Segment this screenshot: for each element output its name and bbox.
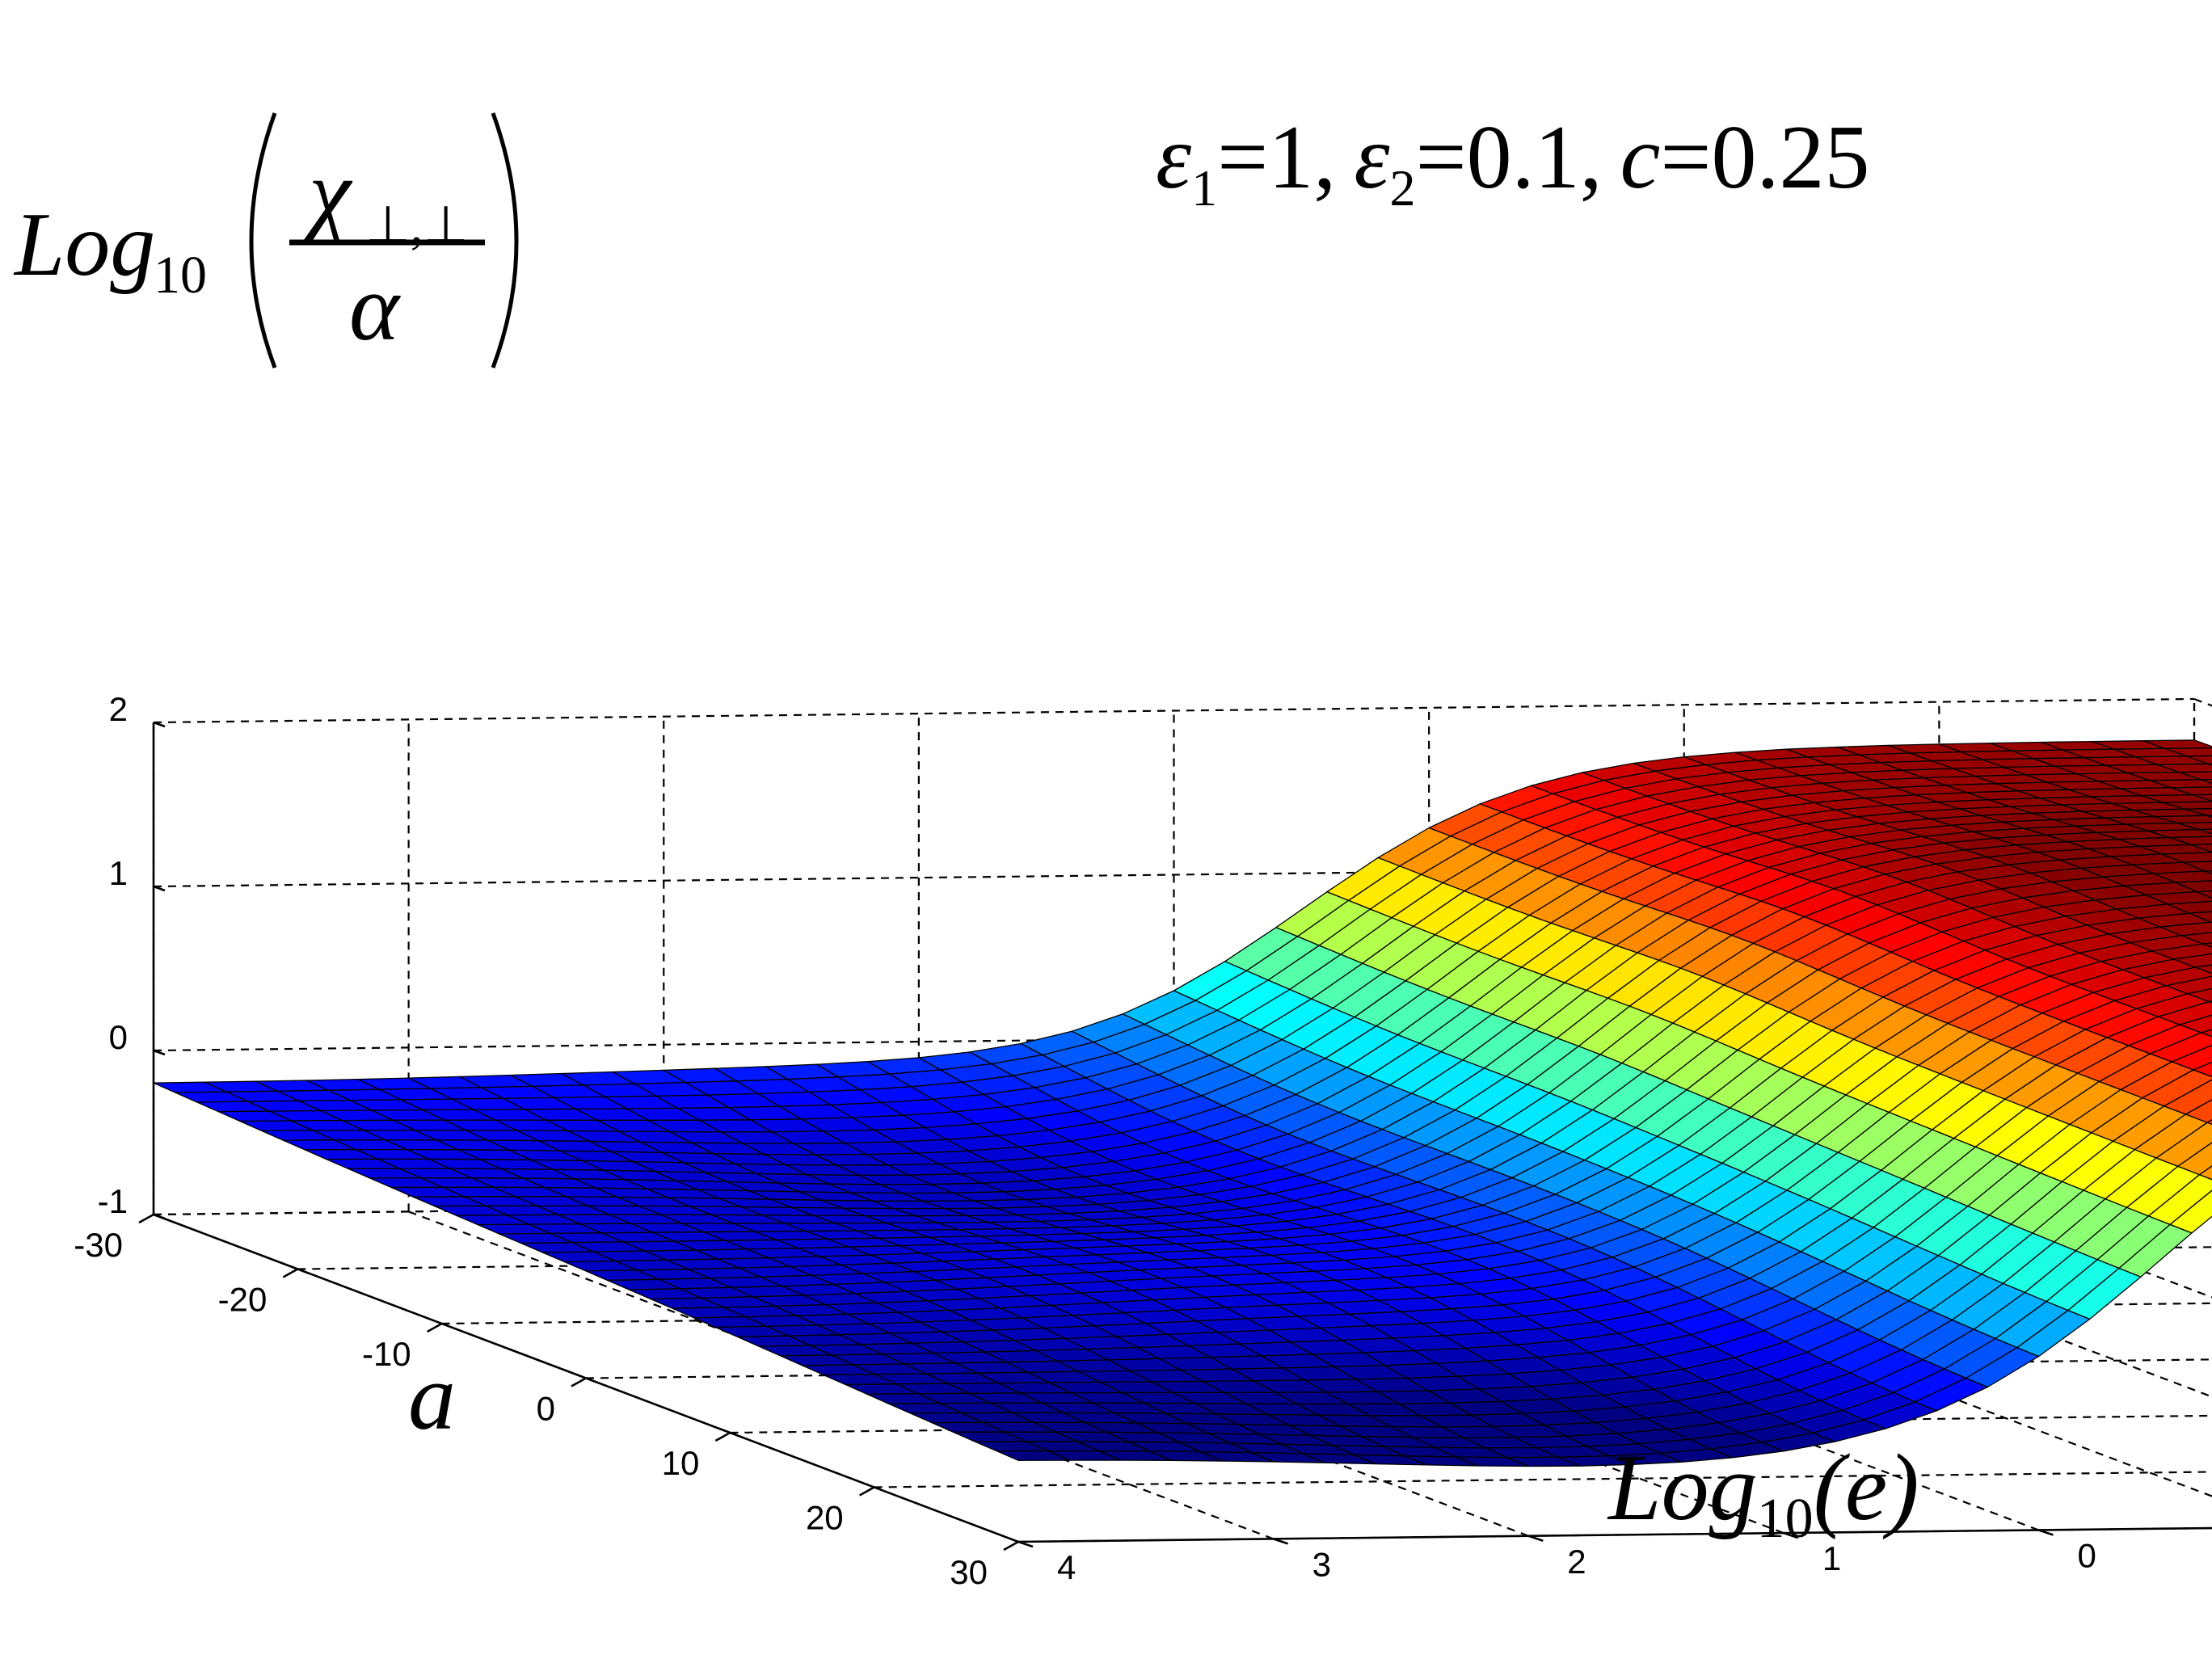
title-eps2-subscript: 2 [1389,159,1415,217]
grid-wall-e-horizontal [2193,1189,2212,1199]
y-tick-mark [1527,1535,1544,1542]
y-tick-label: 2 [1567,1543,1586,1581]
z-tick-mark [153,721,166,728]
x-tick-mark [571,1377,587,1387]
z-label-denominator: α [349,255,401,360]
y-tick-label: 1 [1822,1539,1841,1577]
y-label-log: Log [1607,1434,1757,1540]
grid-floor-loge [2193,1189,2212,1199]
chart-title: ε1=1, ε2=0.1, c=0.25 [1156,107,1870,217]
z-label-right-paren [491,112,519,368]
x-tick-label: -10 [362,1335,411,1373]
x-tick-label: -20 [218,1281,268,1319]
z-tick-mark [153,1213,166,1220]
x-tick-mark [282,1268,298,1278]
surface-patch [996,1450,1070,1461]
y-tick-label: 3 [1312,1545,1331,1583]
y-label-subscript: 10 [1757,1488,1814,1550]
x-tick-label: 0 [537,1390,555,1428]
z-tick-label: 2 [109,690,128,728]
surface-patch [2194,964,2212,975]
x-tick-label: 10 [662,1444,700,1482]
x-tick-label: -30 [74,1226,123,1264]
z-label-left-paren [249,112,277,368]
z-tick-label: -1 [98,1182,128,1220]
y-tick-mark [2038,1529,2054,1536]
x-tick-mark [859,1486,875,1497]
y-tick-label: 4 [1057,1548,1076,1586]
x-tick-label: 30 [950,1553,988,1591]
z-tick-label: 0 [109,1018,128,1056]
y-axis-label: Log10(e) [1607,1434,1919,1550]
y-tick-mark [1273,1538,1289,1545]
z-label-log-subscript: 10 [154,246,207,305]
surface-patch [2200,1029,2212,1038]
surface-patch [2193,1061,2212,1078]
surface-patch [2198,1165,2212,1181]
title-eps1-value: =1, [1217,107,1336,208]
z-label-log: Log [13,195,155,295]
title-eps2-value: =0.1, [1415,107,1602,208]
title-eps2-symbol: ε [1354,107,1390,208]
title-c-value: =0.25 [1660,107,1869,208]
y-tick-mark [1018,1540,1034,1548]
x-tick-label: 20 [806,1499,844,1537]
title-eps1-subscript: 1 [1191,159,1217,217]
title-c-symbol: c [1620,107,1661,208]
y-tick-label: 0 [2078,1537,2096,1575]
x-tick-mark [1003,1540,1019,1551]
x-tick-mark [138,1213,154,1224]
x-tick-mark [714,1431,731,1442]
z-tick-mark [153,1049,166,1056]
surface-mesh [153,739,2212,1467]
grid-wall-a-horizontal [153,861,2195,888]
z-label-numerator: χ [301,140,353,246]
x-tick-mark [427,1322,443,1333]
y-tick-mark [1783,1531,1799,1539]
z-tick-label: 1 [109,854,128,892]
surface-patch [2206,1119,2212,1126]
z-tick-mark [153,885,166,892]
y-label-arg: (e) [1814,1434,1919,1540]
grid-floor-a [874,1471,2212,1488]
title-eps1-symbol: ε [1156,107,1192,208]
x-axis-label: a [408,1344,456,1450]
z-axis-label: Log 10 χ ⊥,⊥ α [13,112,519,368]
grid-wall-a-horizontal [153,697,2195,724]
